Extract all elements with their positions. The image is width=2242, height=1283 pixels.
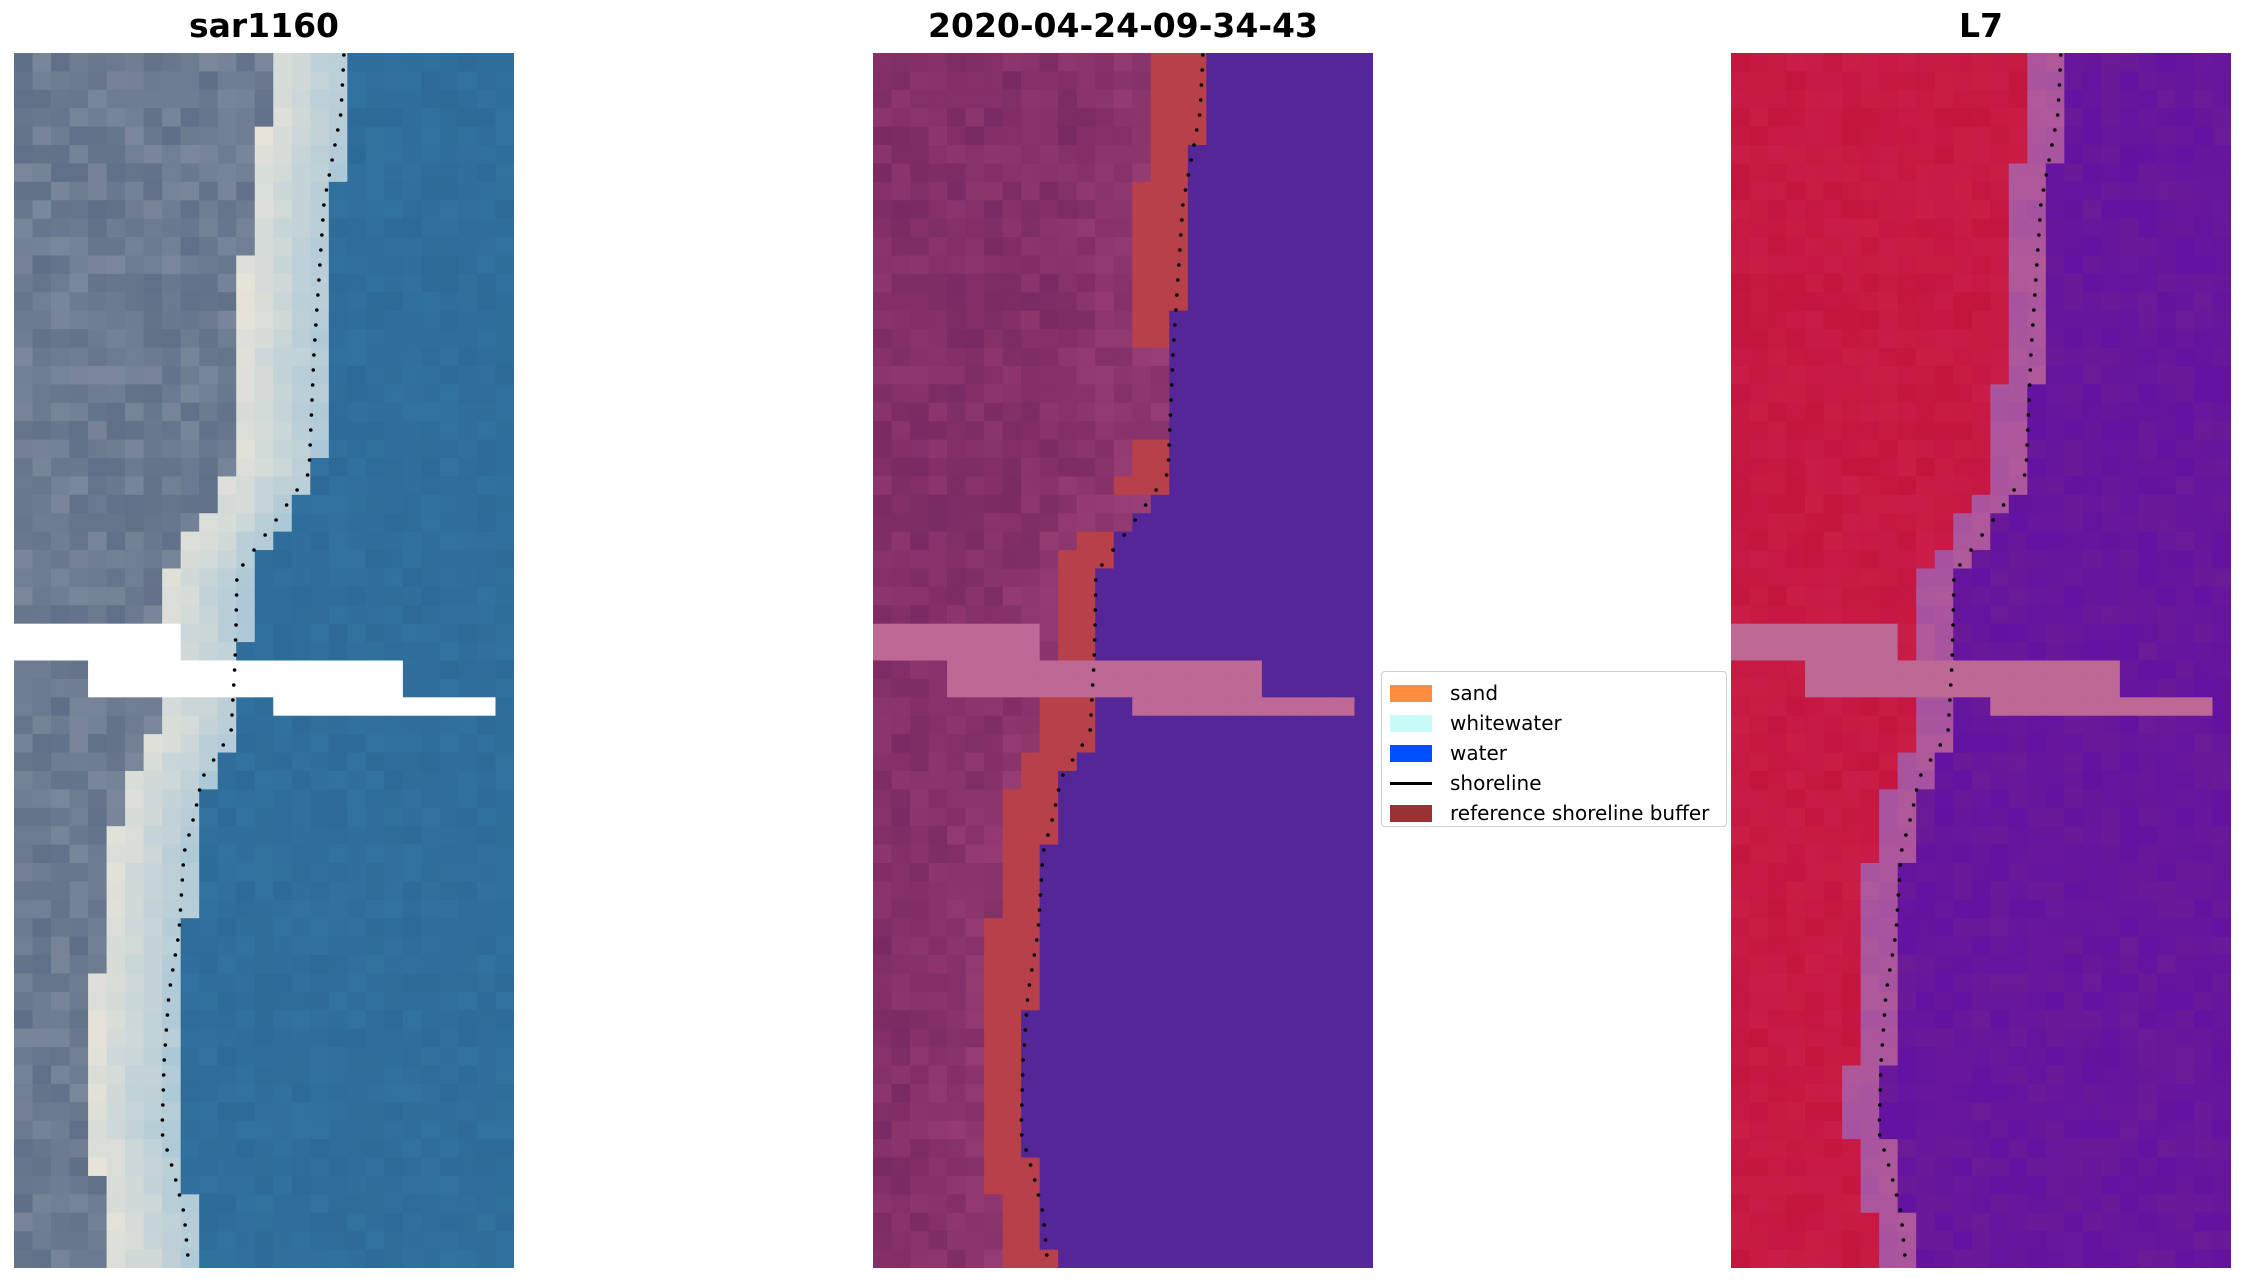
ndwi-image — [1731, 53, 2231, 1268]
legend-item-whitewater: whitewater — [1390, 708, 1718, 738]
legend: sand whitewater water shoreline referenc… — [1381, 671, 1727, 827]
classification-image-panel — [873, 53, 1373, 1268]
legend-swatch-sand — [1390, 684, 1432, 702]
legend-label-shoreline: shoreline — [1450, 771, 1542, 795]
panel-title-classification: 2020-04-24-09-34-43 — [928, 6, 1318, 45]
legend-swatch-reference-shoreline-buffer — [1390, 804, 1432, 822]
panel-title-ndwi: L7 — [1959, 6, 2003, 45]
legend-swatch-shoreline — [1390, 781, 1432, 785]
legend-item-reference-shoreline-buffer: reference shoreline buffer — [1390, 798, 1718, 828]
legend-label-whitewater: whitewater — [1450, 711, 1562, 735]
rgb-image — [14, 53, 514, 1268]
rgb-image-panel — [14, 53, 514, 1268]
legend-swatch-whitewater — [1390, 714, 1432, 732]
legend-item-water: water — [1390, 738, 1718, 768]
classification-image — [873, 53, 1373, 1268]
legend-label-water: water — [1450, 741, 1507, 765]
legend-label-sand: sand — [1450, 681, 1499, 705]
panel-title-rgb: sar1160 — [188, 6, 340, 45]
legend-swatch-water — [1390, 744, 1432, 762]
legend-label-reference-shoreline-buffer: reference shoreline buffer — [1450, 801, 1710, 825]
ndwi-image-panel — [1731, 53, 2231, 1268]
legend-item-sand: sand — [1390, 678, 1718, 708]
legend-item-shoreline: shoreline — [1390, 768, 1718, 798]
